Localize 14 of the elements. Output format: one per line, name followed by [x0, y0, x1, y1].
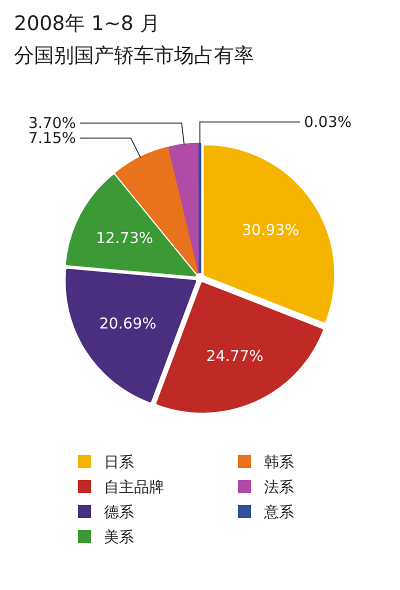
data-label: 20.69%	[99, 314, 156, 333]
data-label: 12.73%	[96, 229, 154, 248]
data-label: 24.77%	[206, 346, 264, 365]
legend-label: 日系	[104, 453, 134, 471]
legend-label: 自主品牌	[104, 478, 164, 496]
legend-label: 韩系	[264, 453, 294, 471]
legend-label: 德系	[104, 503, 134, 521]
data-label: 0.03%	[304, 113, 352, 131]
legend-label: 美系	[104, 528, 134, 546]
chart-subtitle: 分国别国产轿车市场占有率	[14, 43, 254, 67]
legend-label: 法系	[264, 478, 294, 496]
legend-label: 意系	[263, 503, 294, 521]
chart-title: 2008年 1~8 月	[14, 11, 160, 35]
data-label: 30.93%	[242, 220, 300, 239]
